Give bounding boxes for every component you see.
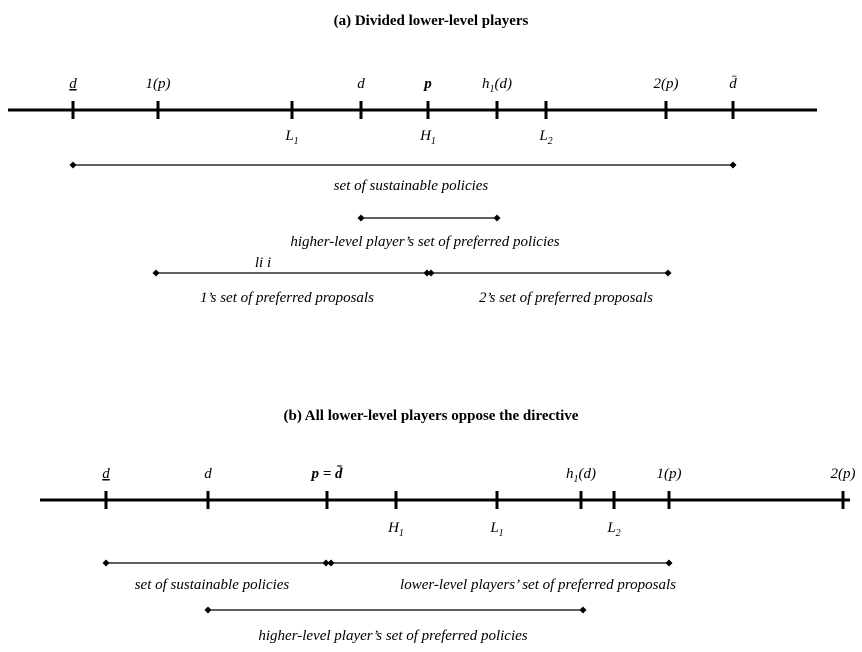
tick-label: 1(p) xyxy=(657,466,682,482)
label-base: L xyxy=(538,128,547,144)
label-base: H xyxy=(419,128,432,144)
endpoint xyxy=(204,606,212,614)
interval-label: 2’s set of preferred proposals xyxy=(479,290,653,306)
label-subscript: 1 xyxy=(499,528,504,539)
interval-label: set of sustainable policies xyxy=(334,178,489,194)
label-base: h xyxy=(482,76,490,92)
tick-label: h1(d) xyxy=(566,466,596,485)
endpoint xyxy=(102,559,110,567)
endpoint xyxy=(322,559,330,567)
endpoint xyxy=(69,161,77,169)
tick-label: 2(p) xyxy=(831,466,856,482)
label-tail: (d) xyxy=(495,76,513,92)
interval-label: 1’s set of preferred proposals xyxy=(200,290,374,306)
tick-label: p = d̄ xyxy=(309,466,343,482)
tick-label: H1 xyxy=(419,128,436,147)
endpoint xyxy=(423,269,431,277)
tick-label: L1 xyxy=(489,520,503,539)
label-tail: (d) xyxy=(579,466,597,482)
tick-label: H1 xyxy=(387,520,404,539)
interval-label: lower-level players’ set of preferred pr… xyxy=(400,577,676,593)
tick-label: p xyxy=(422,76,432,92)
endpoint xyxy=(493,214,501,222)
label-base: L xyxy=(489,520,498,536)
tick-label: h1(d) xyxy=(482,76,512,95)
tick-label: L1 xyxy=(284,128,298,147)
interval-label: higher-level player’s set of preferred p… xyxy=(290,234,559,250)
label-base: L xyxy=(284,128,293,144)
tick-label: d xyxy=(357,76,365,92)
endpoint xyxy=(664,269,672,277)
label-base: L xyxy=(606,520,615,536)
endpoint xyxy=(427,269,435,277)
interval-label: higher-level player’s set of preferred p… xyxy=(258,628,527,644)
tick-label: L2 xyxy=(606,520,620,539)
label-subscript: 1 xyxy=(490,84,495,95)
label-base: h xyxy=(566,466,574,482)
tick-label: 1(p) xyxy=(146,76,171,92)
endpoint xyxy=(729,161,737,169)
label-subscript: 2 xyxy=(548,136,553,147)
tick-label: 2(p) xyxy=(654,76,679,92)
label-subscript: 1 xyxy=(399,528,404,539)
note: li i xyxy=(255,255,271,271)
endpoint xyxy=(152,269,160,277)
label-subscript: 1 xyxy=(431,136,436,147)
tick-label: d xyxy=(204,466,212,482)
label-subscript: 1 xyxy=(574,474,579,485)
tick-label: d xyxy=(69,76,77,92)
tick-label: d xyxy=(102,466,110,482)
label-subscript: 1 xyxy=(294,136,299,147)
endpoint xyxy=(665,559,673,567)
panel-title: (a) Divided lower-level players xyxy=(334,13,529,29)
interval-label: set of sustainable policies xyxy=(135,577,290,593)
tick-label: d̄ xyxy=(729,76,737,92)
endpoint xyxy=(579,606,587,614)
endpoint xyxy=(357,214,365,222)
label-subscript: 2 xyxy=(616,528,621,539)
label-base: H xyxy=(387,520,400,536)
endpoint xyxy=(327,559,335,567)
tick-label: L2 xyxy=(538,128,552,147)
panel-title: (b) All lower-level players oppose the d… xyxy=(284,408,579,424)
